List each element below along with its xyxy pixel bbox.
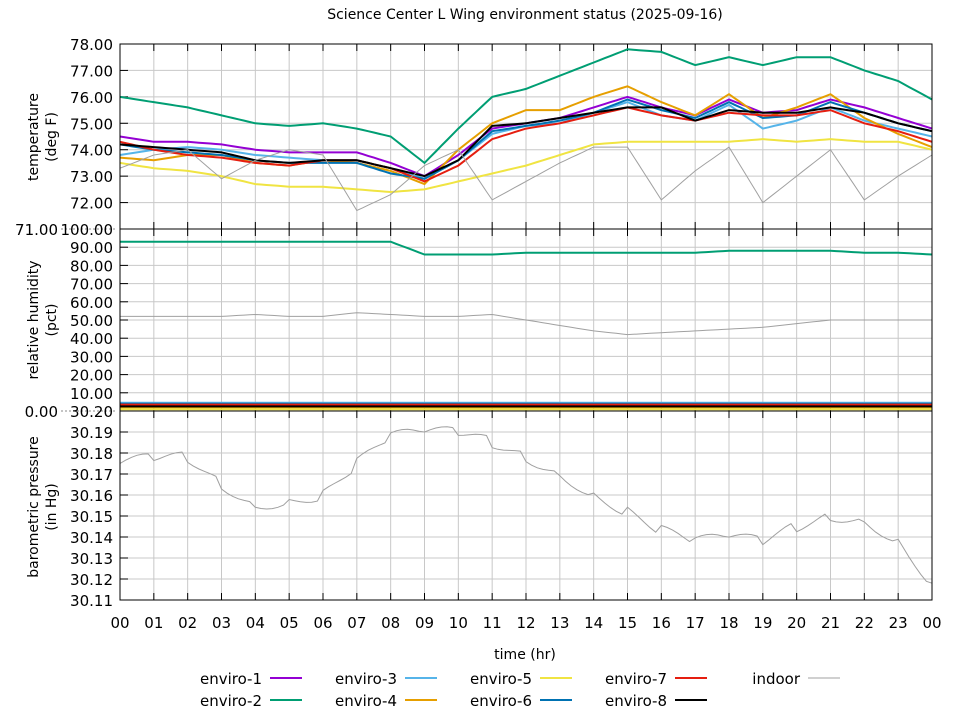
y-tick-label: 76.00 xyxy=(70,89,113,107)
x-tick-label: 19 xyxy=(753,614,772,632)
legend-item-enviro-2: enviro-2 xyxy=(200,692,302,710)
x-tick-label: 06 xyxy=(313,614,332,632)
y-tick-label: 30.16 xyxy=(70,487,113,505)
temp-y-label-line2: (deg F) xyxy=(44,112,60,162)
y-tick-label: 30.14 xyxy=(70,529,113,547)
legend-item-enviro-1: enviro-1 xyxy=(200,670,302,688)
x-tick-label: 18 xyxy=(719,614,738,632)
y-tick-label: 73.00 xyxy=(70,168,113,186)
legend-label: enviro-4 xyxy=(335,692,397,710)
x-tick-label: 02 xyxy=(178,614,197,632)
legend-label: indoor xyxy=(752,670,801,688)
y-tick-label: 30.17 xyxy=(70,466,113,484)
chart-title: Science Center L Wing environment status… xyxy=(327,7,723,23)
series-line-enviro-2 xyxy=(120,240,933,256)
y-tick-label-boundary: 0.00 xyxy=(25,403,58,421)
y-tick-label: 78.00 xyxy=(70,36,113,54)
panels: 78.00 77.00 76.00 75.00 74.00 73.00 72.00 71.00… xyxy=(15,36,942,632)
y-tick-label: 72.00 xyxy=(70,195,113,213)
legend-label: enviro-7 xyxy=(605,670,667,688)
x-tick-label: 23 xyxy=(889,614,908,632)
y-tick-label: 30.11 xyxy=(70,592,113,610)
y-tick-label: 30.13 xyxy=(70,550,113,568)
series-line-indoor xyxy=(120,312,932,336)
legend-label: enviro-5 xyxy=(470,670,532,688)
y-tick-label: 30.20 xyxy=(70,403,113,421)
legend-label: enviro-1 xyxy=(200,670,262,688)
legend-label: enviro-6 xyxy=(470,692,532,710)
x-tick-label: 13 xyxy=(550,614,569,632)
series-line-enviro-7 xyxy=(119,106,933,183)
series-line-indoor xyxy=(119,426,933,584)
y-tick-label: 70.00 xyxy=(70,276,113,294)
humidity-y-label-line1: relative humidity xyxy=(26,260,42,379)
plot-frame xyxy=(119,410,933,601)
x-tick-label: 15 xyxy=(618,614,637,632)
legend: enviro-1 enviro-2 enviro-3 enviro-4 enviro-5… xyxy=(200,670,840,710)
x-tick-label: 01 xyxy=(144,614,163,632)
y-tick-label: 100.00 xyxy=(61,221,114,239)
y-tick-label: 40.00 xyxy=(70,330,113,348)
y-tick-label: 60.00 xyxy=(70,294,113,312)
legend-label: enviro-8 xyxy=(605,692,667,710)
y-tick-label: 75.00 xyxy=(70,115,113,133)
x-tick-label: 08 xyxy=(381,614,400,632)
x-tick-label: 10 xyxy=(449,614,468,632)
x-axis-label: time (hr) xyxy=(494,647,556,663)
legend-label: enviro-2 xyxy=(200,692,262,710)
x-tick-label: 00 xyxy=(922,614,941,632)
y-tick-label: 30.15 xyxy=(70,508,113,526)
x-tick-label: 07 xyxy=(347,614,366,632)
y-tick-label: 20.00 xyxy=(70,367,113,385)
temp-y-label-line1: temperature xyxy=(26,93,42,181)
y-tick-label: 90.00 xyxy=(70,239,113,257)
temp-y-label: temperature (deg F) xyxy=(26,93,60,181)
humidity-y-label: relative humidity (pct) xyxy=(26,260,60,379)
y-tick-label: 77.00 xyxy=(70,62,113,80)
x-tick-label: 21 xyxy=(821,614,840,632)
y-tick-label: 30.18 xyxy=(70,445,113,463)
y-tick-label: 74.00 xyxy=(70,142,113,160)
y-tick-label: 30.19 xyxy=(70,424,113,442)
legend-item-enviro-7: enviro-7 xyxy=(605,670,707,688)
y-tick-label: 30.12 xyxy=(70,571,113,589)
x-tick-label: 16 xyxy=(652,614,671,632)
y-tick-label: 50.00 xyxy=(70,312,113,330)
series-line-enviro-5 xyxy=(119,138,933,194)
x-tick-label: 04 xyxy=(246,614,265,632)
x-tick-label: 20 xyxy=(787,614,806,632)
x-tick-label: 12 xyxy=(516,614,535,632)
humidity-y-label-line2: (pct) xyxy=(44,304,60,337)
x-tick-label: 17 xyxy=(686,614,705,632)
y-tick-label: 80.00 xyxy=(70,257,113,275)
series-line-indoor xyxy=(119,146,933,212)
pressure-panel: 30.20 30.19 30.18 30.17 30.16 30.15 30.14 30.13… xyxy=(70,403,933,610)
x-tick-label: 03 xyxy=(212,614,231,632)
y-tick-label: 30.00 xyxy=(70,348,113,366)
legend-item-enviro-3: enviro-3 xyxy=(335,670,437,688)
pressure-y-label-line1: barometric pressure xyxy=(26,436,42,577)
legend-item-enviro-8: enviro-8 xyxy=(605,692,707,710)
y-tick-label-boundary: 71.00 xyxy=(15,221,58,239)
pressure-y-label: barometric pressure (in Hg) xyxy=(26,436,60,577)
x-tick-label: 14 xyxy=(584,614,603,632)
legend-label: enviro-3 xyxy=(335,670,397,688)
series-line-enviro-2 xyxy=(119,48,933,165)
pressure-y-label-line2: (in Hg) xyxy=(44,483,60,531)
humidity-panel: 100.0090.0080.0070.0060.0050.0040.0030.0… xyxy=(25,221,933,421)
x-tick-label: 09 xyxy=(415,614,434,632)
y-tick-label: 10.00 xyxy=(70,385,113,403)
legend-item-enviro-4: enviro-4 xyxy=(335,692,437,710)
temperature-panel: 78.00 77.00 76.00 75.00 74.00 73.00 72.00 71.00 xyxy=(15,36,933,239)
legend-item-enviro-5: enviro-5 xyxy=(470,670,572,688)
legend-item-enviro-6: enviro-6 xyxy=(470,692,572,710)
x-tick-label: 22 xyxy=(855,614,874,632)
legend-item-indoor: indoor xyxy=(752,670,840,688)
x-tick-label: 00 xyxy=(110,614,129,632)
x-tick-label: 05 xyxy=(280,614,299,632)
x-tick-label: 11 xyxy=(483,614,502,632)
